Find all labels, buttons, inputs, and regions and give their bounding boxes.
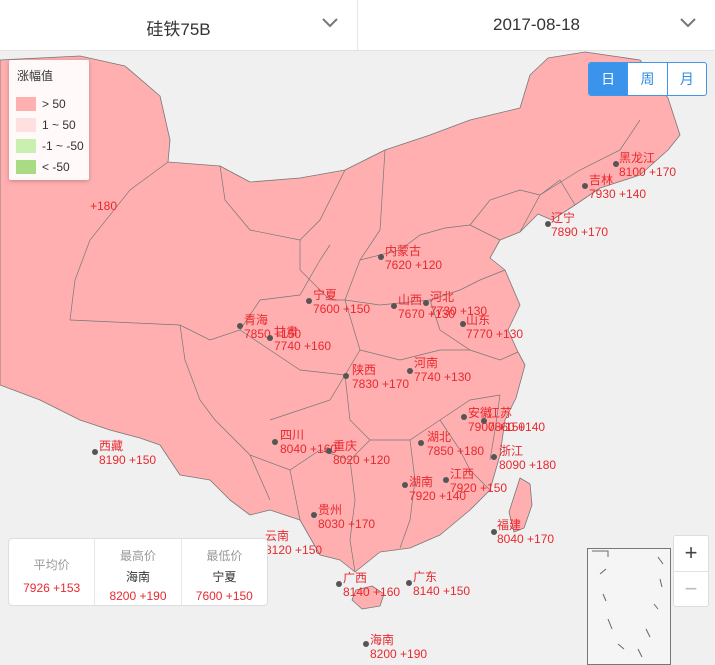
china-map-shape: [0, 51, 681, 610]
province-label-ningxia[interactable]: 宁夏 7600 +150: [313, 288, 371, 316]
province-label-guangdong[interactable]: 广东 8140 +150: [413, 570, 471, 598]
province-label-tibet[interactable]: 西藏 8190 +150: [99, 439, 157, 467]
city-dot: [545, 221, 551, 227]
city-dot: [336, 581, 342, 587]
province-label-hebei[interactable]: 河北 7730 +130: [430, 290, 488, 318]
legend-swatch: [16, 96, 36, 111]
stat-highest: 最高价 海南 8200 +190: [94, 539, 180, 605]
south-china-sea-inset: [587, 548, 671, 665]
city-dot: [402, 482, 408, 488]
legend-item[interactable]: > 50: [16, 95, 66, 112]
province-label-shaanxi[interactable]: 陕西 7830 +170: [352, 363, 410, 391]
tab-day[interactable]: 日: [589, 63, 628, 95]
city-dot: [343, 373, 349, 379]
city-dot: [326, 448, 332, 454]
province-label-henan[interactable]: 河南 7740 +130: [414, 356, 472, 384]
date-value: 2017-08-18: [493, 15, 580, 34]
province-label-zhejiang[interactable]: 浙江 8090 +180: [499, 444, 557, 472]
province-label-guizhou[interactable]: 贵州 8030 +170: [318, 503, 376, 531]
legend-title: 涨幅值: [17, 69, 54, 83]
chevron-down-icon: [680, 18, 696, 28]
province-label-liaoning[interactable]: 辽宁 7890 +170: [551, 211, 609, 239]
city-dot: [272, 439, 278, 445]
south-sea-islands-shape: [592, 550, 664, 658]
zoom-control: + −: [673, 535, 709, 607]
product-name: 硅铁75B: [146, 20, 211, 39]
legend-swatch: [16, 138, 36, 153]
city-dot: [613, 161, 619, 167]
legend-item[interactable]: < -50: [16, 158, 70, 175]
legend-item[interactable]: 1 ~ 50: [16, 116, 76, 133]
chevron-down-icon: [322, 18, 338, 28]
stat-average: 平均价 7926 +153: [9, 539, 94, 605]
stat-value: 7600 +150: [195, 589, 253, 603]
province-label-heilongjiang[interactable]: 黑龙江 8100 +170: [619, 151, 677, 179]
city-dot: [391, 303, 397, 309]
province-label-jiangxi[interactable]: 江西 7920 +150: [450, 467, 508, 495]
product-selector[interactable]: 硅铁75B: [0, 0, 357, 50]
province-label-guangxi[interactable]: 广西 8140 +160: [343, 571, 401, 599]
province-label-anhui[interactable]: 安徽 7900 +150: [468, 406, 526, 434]
stat-label: 平均价: [33, 558, 70, 572]
province-borders: [69, 119, 641, 573]
zoom-out-button[interactable]: −: [674, 571, 708, 607]
legend-swatch: [16, 117, 36, 132]
province-label-hubei[interactable]: 湖北 7850 +180: [427, 430, 485, 458]
city-dot: [92, 449, 98, 455]
city-dot: [423, 300, 429, 306]
province-label-xinjiang[interactable]: +180: [90, 199, 118, 213]
province-label-hunan[interactable]: 湖南 7920 +140: [409, 475, 467, 503]
period-toggle: 日 周 月: [588, 62, 707, 96]
city-dot: [460, 321, 466, 327]
province-label-jilin[interactable]: 吉林 7930 +140: [589, 173, 647, 201]
city-dot: [267, 335, 273, 341]
city-dot: [461, 414, 467, 420]
city-dot: [311, 512, 317, 518]
stat-value: 7926 +153: [23, 581, 81, 595]
province-label-shandong[interactable]: 山东 7770 +130: [466, 313, 524, 341]
city-dot: [491, 529, 497, 535]
tab-week[interactable]: 周: [627, 63, 666, 95]
city-dot: [491, 454, 497, 460]
date-selector[interactable]: 2017-08-18: [357, 0, 715, 50]
legend-item[interactable]: -1 ~ -50: [16, 137, 84, 154]
tab-month[interactable]: 月: [666, 63, 706, 95]
province-label-shanxi[interactable]: 山西 7670 +130: [398, 293, 456, 321]
province-label-inner-mongolia[interactable]: 内蒙古 7620 +120: [385, 244, 443, 272]
province-label-hainan[interactable]: 海南 8200 +190: [370, 633, 428, 661]
stat-label: 最高价: [119, 549, 156, 563]
city-dot: [407, 368, 413, 374]
stat-province: 宁夏: [212, 570, 237, 584]
city-dot: [582, 183, 588, 189]
legend: 涨幅值 > 50 1 ~ 50 -1 ~ -50 < -50: [9, 60, 89, 180]
city-dot: [237, 323, 243, 329]
province-label-qinghai[interactable]: 青海 7850 +150: [244, 313, 302, 341]
city-dot: [418, 440, 424, 446]
city-dot: [306, 298, 312, 304]
city-dot: [363, 641, 369, 647]
top-bar: 硅铁75B 2017-08-18: [0, 0, 715, 51]
zoom-in-button[interactable]: +: [684, 540, 698, 565]
taiwan-shape: [508, 477, 533, 533]
province-label-gansu[interactable]: 甘肃 7740 +160: [274, 325, 332, 353]
province-label-jiangsu[interactable]: 江苏 7860 +140: [488, 406, 546, 434]
stat-province: 海南: [125, 570, 150, 584]
city-dot: [481, 418, 487, 424]
price-stats-panel: 平均价 7926 +153 最高价 海南 8200 +190 最低价 宁夏 76…: [8, 538, 268, 606]
stat-value: 8200 +190: [109, 589, 167, 603]
stat-label: 最低价: [206, 549, 243, 563]
province-label-fujian[interactable]: 福建 8040 +170: [497, 518, 555, 546]
hainan-shape: [351, 585, 385, 610]
china-price-map[interactable]: 黑龙江 8100 +170 吉林 7930 +140 辽宁 7890 +170 内蒙古…: [0, 51, 715, 665]
city-dot: [406, 580, 412, 586]
province-label-chongqing[interactable]: 重庆 8020 +120: [333, 439, 391, 467]
china-mainland-shape: [0, 51, 681, 573]
legend-swatch: [16, 159, 36, 174]
city-dot: [443, 477, 449, 483]
city-dot: [378, 254, 384, 260]
province-label-yunnan[interactable]: 云南 8120 +150: [265, 529, 323, 557]
stat-lowest: 最低价 宁夏 7600 +150: [180, 539, 267, 605]
